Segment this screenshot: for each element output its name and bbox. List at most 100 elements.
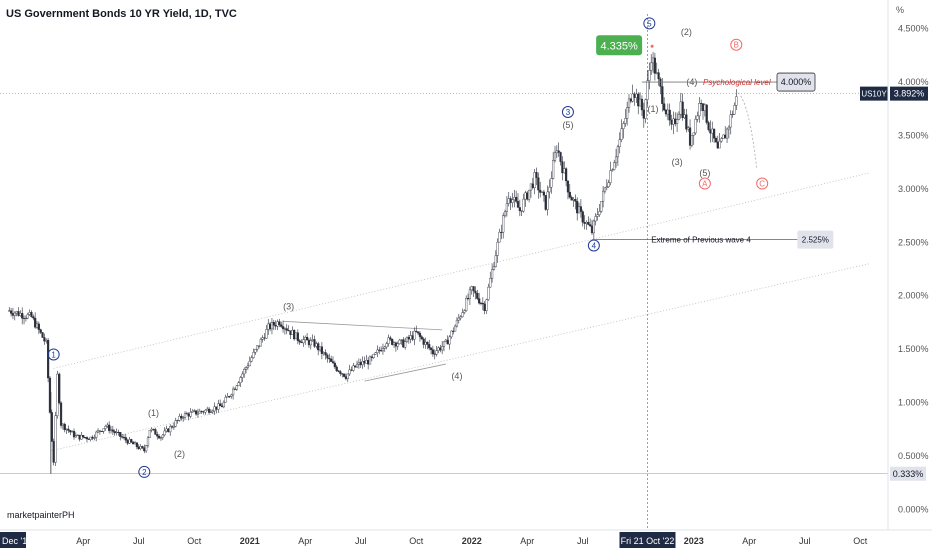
candle-body [167, 428, 170, 433]
candle-body [714, 138, 718, 143]
candle-body [82, 435, 85, 438]
candle-body [26, 314, 29, 319]
candle-body [74, 435, 77, 438]
triangle-line [364, 363, 446, 382]
candle-body [668, 109, 671, 121]
candle-body [304, 337, 307, 340]
candle-body [457, 317, 460, 321]
candle-body [694, 119, 697, 134]
candle-body [380, 350, 383, 352]
candle-body [128, 439, 131, 444]
candle-body [252, 352, 255, 358]
candle-body [607, 182, 610, 187]
candle-body [330, 358, 333, 362]
candle-body [365, 360, 368, 364]
candle-body [557, 150, 560, 153]
candle-body [424, 341, 427, 345]
candle-body [709, 129, 712, 134]
candle-body [553, 152, 557, 161]
wave-label: (4) [451, 371, 462, 381]
candle-body [237, 382, 240, 386]
candle-body [583, 222, 586, 224]
candle-body [361, 361, 364, 366]
candle-body [603, 187, 607, 192]
candle-body [83, 437, 87, 439]
x-tick-label: 2022 [462, 536, 482, 546]
y-tick-label: 2.500% [898, 237, 929, 247]
extreme-value-box [797, 230, 834, 249]
candle-body [502, 215, 505, 233]
candle-body [276, 321, 279, 327]
triangle-line [283, 320, 443, 331]
wave-label: (1) [648, 104, 659, 114]
candle-body [8, 310, 11, 312]
candle-body [333, 362, 336, 368]
candle-body [172, 425, 175, 428]
candle-body [59, 402, 63, 426]
candle-body [269, 323, 272, 330]
candle-body [598, 211, 601, 216]
candle-body [317, 343, 320, 351]
candle-body [446, 339, 449, 345]
x-tick-label: Apr [742, 536, 756, 546]
candle-body [703, 104, 706, 111]
candle-body [318, 346, 322, 351]
candle-body [72, 431, 76, 438]
candle-body [646, 80, 649, 100]
candle-body [169, 426, 172, 433]
candle-body [720, 138, 723, 142]
wave-label: (3) [283, 301, 294, 311]
candle-body [455, 319, 459, 327]
x-tick-label: Oct [853, 536, 868, 546]
candle-body [666, 109, 669, 115]
candle-body [568, 191, 571, 198]
candle-body [315, 343, 318, 347]
candle-body [581, 211, 584, 223]
candle-body [411, 335, 414, 340]
wave-label: 2 [142, 468, 147, 477]
wave-label: (3) [672, 157, 683, 167]
candle-body [552, 160, 555, 179]
candle-body [515, 196, 518, 202]
candle-body [300, 341, 303, 344]
candle-body [518, 207, 521, 211]
candle-body [437, 347, 440, 351]
candle-body [725, 128, 729, 139]
candle-body [78, 434, 81, 440]
candle-body [468, 289, 471, 299]
candle-body [135, 442, 138, 448]
candle-body [230, 394, 233, 397]
candle-body [328, 358, 331, 360]
x-tick-label: Apr [520, 536, 534, 546]
candle-body [692, 132, 695, 136]
candle-body [701, 103, 705, 111]
candle-body [422, 338, 425, 345]
candle-body [679, 101, 682, 115]
candle-body [265, 329, 268, 339]
candle-body [627, 98, 631, 108]
candle-body [141, 446, 144, 449]
candle-body [522, 198, 525, 212]
candle-body [56, 373, 59, 416]
candle-body [222, 401, 225, 408]
candle-body [729, 114, 732, 128]
candle-body [705, 104, 708, 123]
candle-body [614, 156, 618, 164]
candle-body [159, 437, 163, 439]
candle-body [454, 325, 457, 332]
candle-body [687, 127, 690, 130]
candle-body [124, 437, 127, 441]
candle-body [296, 332, 299, 341]
candle-body [596, 214, 599, 217]
candle-body [470, 286, 473, 291]
candle-body [731, 113, 734, 116]
candle-body [207, 408, 211, 413]
candle-body [707, 122, 710, 130]
candle-body [58, 373, 61, 404]
candle-body [496, 241, 499, 256]
candle-body [211, 410, 214, 413]
symbol-label: US10Y [861, 90, 887, 99]
candle-body [206, 408, 209, 411]
candle-body [71, 431, 74, 433]
